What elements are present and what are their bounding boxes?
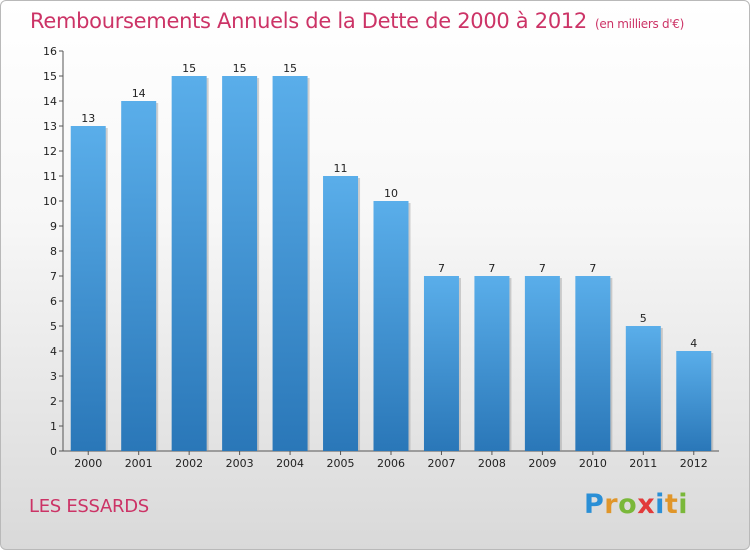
bar-value-label: 15 xyxy=(233,62,247,75)
bar-value-label: 10 xyxy=(384,187,398,200)
y-tick-label: 10 xyxy=(43,195,57,208)
x-tick-label: 2010 xyxy=(579,457,607,470)
y-tick-label: 8 xyxy=(50,245,57,258)
bar xyxy=(524,276,560,451)
y-tick-label: 4 xyxy=(50,345,57,358)
chart-title-text: Remboursements Annuels de la Dette de 20… xyxy=(30,9,587,33)
x-tick-label: 2007 xyxy=(427,457,455,470)
commune-name: LES ESSARDS xyxy=(29,496,149,517)
y-tick-label: 3 xyxy=(50,370,57,383)
x-tick-label: 2005 xyxy=(327,457,355,470)
y-tick-label: 16 xyxy=(43,45,57,58)
bar xyxy=(423,276,459,451)
bar-value-label: 15 xyxy=(283,62,297,75)
y-tick-label: 14 xyxy=(43,95,57,108)
bar-value-label: 7 xyxy=(589,262,596,275)
x-tick-label: 2001 xyxy=(125,457,153,470)
bar-value-label: 7 xyxy=(488,262,495,275)
bar xyxy=(373,201,409,451)
bar-value-label: 13 xyxy=(81,112,95,125)
bar xyxy=(323,176,359,451)
x-tick-label: 2003 xyxy=(226,457,254,470)
bar-value-label: 7 xyxy=(539,262,546,275)
y-tick-label: 15 xyxy=(43,70,57,83)
bar-value-label: 14 xyxy=(132,87,146,100)
proxiti-logo: Proxiti xyxy=(584,489,689,520)
x-tick-label: 2008 xyxy=(478,457,506,470)
x-tick-label: 2006 xyxy=(377,457,405,470)
y-tick-label: 6 xyxy=(50,295,57,308)
bar-value-label: 7 xyxy=(438,262,445,275)
bar-value-label: 5 xyxy=(640,312,647,325)
bar-value-label: 15 xyxy=(182,62,196,75)
y-tick-label: 2 xyxy=(50,395,57,408)
x-tick-label: 2011 xyxy=(629,457,657,470)
y-tick-label: 7 xyxy=(50,270,57,283)
x-tick-label: 2002 xyxy=(175,457,203,470)
bar xyxy=(272,76,308,451)
y-tick-label: 13 xyxy=(43,120,57,133)
bar xyxy=(171,76,207,451)
y-tick-label: 12 xyxy=(43,145,57,158)
bar xyxy=(222,76,258,451)
chart-title: Remboursements Annuels de la Dette de 20… xyxy=(30,9,684,33)
x-tick-label: 2004 xyxy=(276,457,304,470)
y-tick-label: 1 xyxy=(50,420,57,433)
y-tick-label: 9 xyxy=(50,220,57,233)
bar xyxy=(575,276,611,451)
bar xyxy=(676,351,712,451)
bar xyxy=(625,326,661,451)
y-tick-label: 11 xyxy=(43,170,57,183)
x-tick-label: 2009 xyxy=(528,457,556,470)
y-tick-label: 0 xyxy=(50,445,57,458)
bar xyxy=(121,101,157,451)
bar xyxy=(70,126,106,451)
chart-subtitle: (en milliers d'€) xyxy=(595,17,685,31)
y-tick-label: 5 xyxy=(50,320,57,333)
plot-area: 0123456789101112131415161320001420011520… xyxy=(43,45,719,470)
bar-value-label: 11 xyxy=(334,162,348,175)
x-tick-label: 2012 xyxy=(680,457,708,470)
bar-value-label: 4 xyxy=(690,337,697,350)
x-tick-label: 2000 xyxy=(74,457,102,470)
bar xyxy=(474,276,510,451)
